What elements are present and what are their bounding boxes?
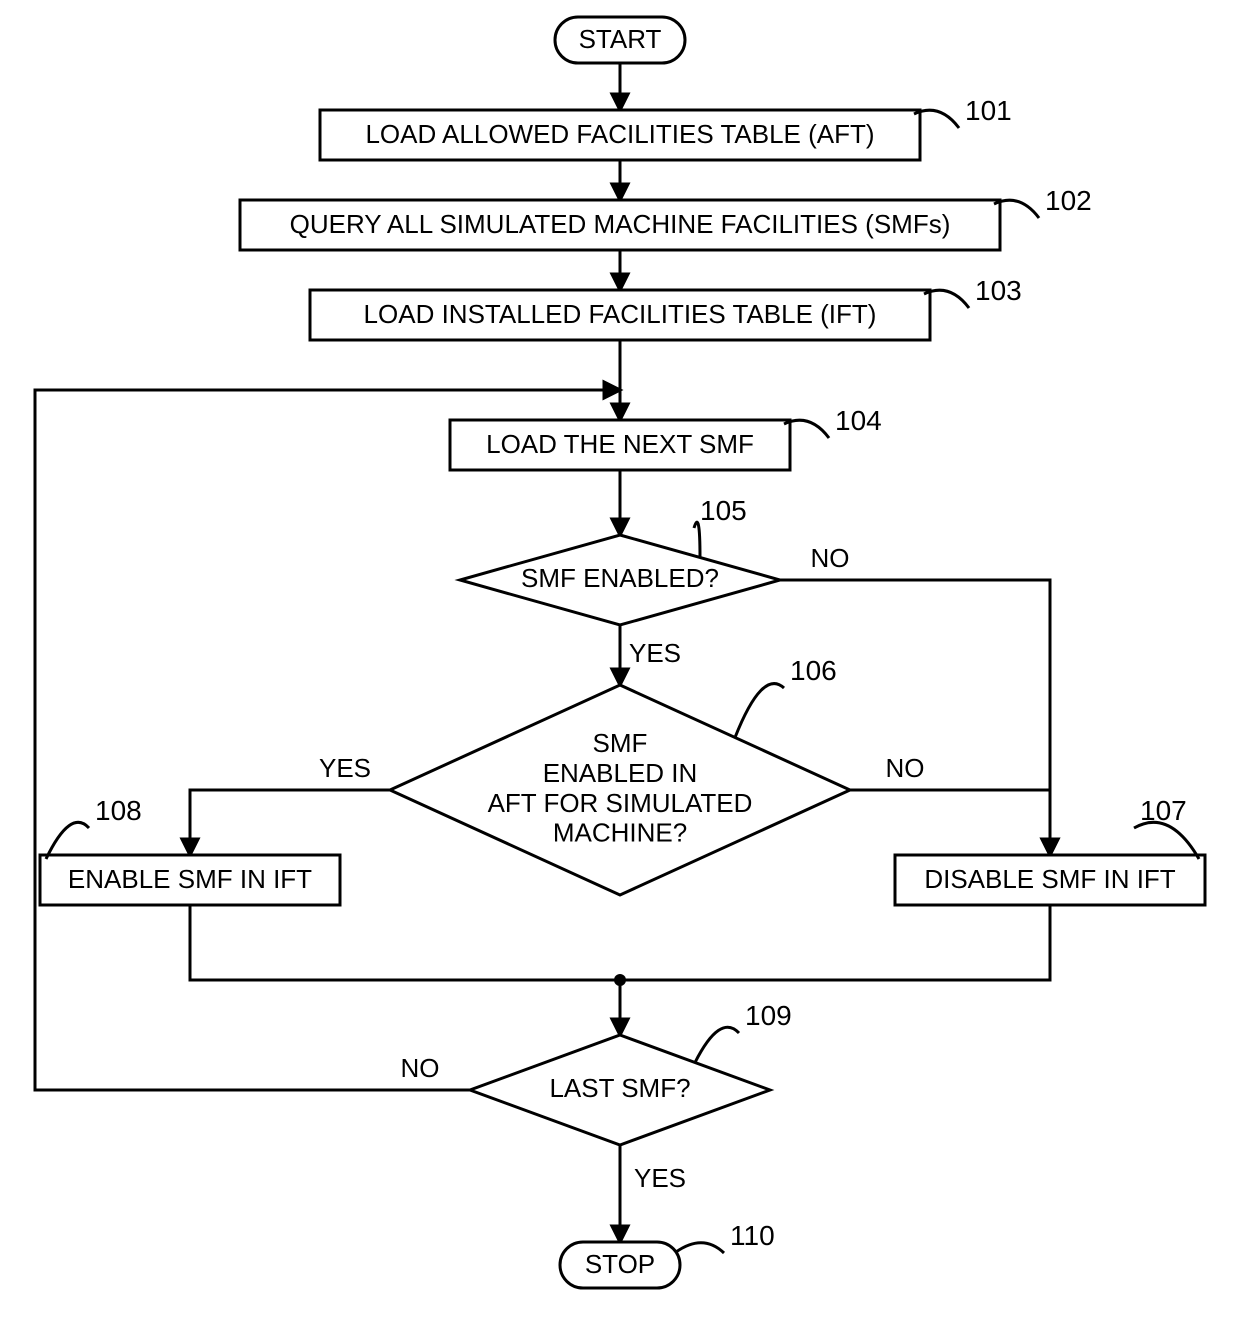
- svg-text:QUERY ALL SIMULATED MACHINE FA: QUERY ALL SIMULATED MACHINE FACILITIES (…: [290, 209, 951, 239]
- svg-text:STOP: STOP: [585, 1249, 655, 1279]
- svg-text:NO: NO: [401, 1053, 440, 1083]
- ref-number: 105: [700, 495, 747, 526]
- svg-text:NO: NO: [811, 543, 850, 573]
- ref-leader: [694, 522, 700, 557]
- svg-text:NO: NO: [886, 753, 925, 783]
- ref-number: 106: [790, 655, 837, 686]
- ref-number: 102: [1045, 185, 1092, 216]
- svg-text:YES: YES: [634, 1163, 686, 1193]
- ref-number: 107: [1140, 795, 1187, 826]
- ref-number: 110: [730, 1220, 775, 1251]
- ref-leader: [676, 1243, 724, 1253]
- svg-text:LOAD THE NEXT SMF: LOAD THE NEXT SMF: [486, 429, 754, 459]
- ref-leader: [735, 684, 784, 738]
- svg-text:START: START: [579, 24, 662, 54]
- svg-text:ENABLE SMF IN IFT: ENABLE SMF IN IFT: [68, 864, 312, 894]
- edge: [190, 790, 390, 855]
- svg-text:YES: YES: [629, 638, 681, 668]
- svg-text:DISABLE SMF IN IFT: DISABLE SMF IN IFT: [924, 864, 1175, 894]
- svg-text:AFT FOR SIMULATED: AFT FOR SIMULATED: [488, 788, 753, 818]
- ref-number: 101: [965, 95, 1012, 126]
- svg-text:SMF ENABLED?: SMF ENABLED?: [521, 563, 719, 593]
- ref-number: 109: [745, 1000, 792, 1031]
- ref-number: 103: [975, 275, 1022, 306]
- ref-leader: [695, 1027, 739, 1062]
- edge: [190, 905, 620, 980]
- edge: [780, 580, 1050, 855]
- svg-text:SMF: SMF: [593, 728, 648, 758]
- svg-text:ENABLED IN: ENABLED IN: [543, 758, 698, 788]
- svg-text:MACHINE?: MACHINE?: [553, 818, 687, 848]
- svg-text:LOAD ALLOWED FACILITIES TABLE: LOAD ALLOWED FACILITIES TABLE (AFT): [365, 119, 874, 149]
- ref-number: 108: [95, 795, 142, 826]
- ref-number: 104: [835, 405, 882, 436]
- svg-text:LAST SMF?: LAST SMF?: [549, 1073, 690, 1103]
- edge: [850, 790, 1050, 855]
- edge: [620, 905, 1050, 980]
- merge-dot: [614, 974, 626, 986]
- svg-text:YES: YES: [319, 753, 371, 783]
- svg-text:LOAD INSTALLED FACILITIES TABL: LOAD INSTALLED FACILITIES TABLE (IFT): [364, 299, 877, 329]
